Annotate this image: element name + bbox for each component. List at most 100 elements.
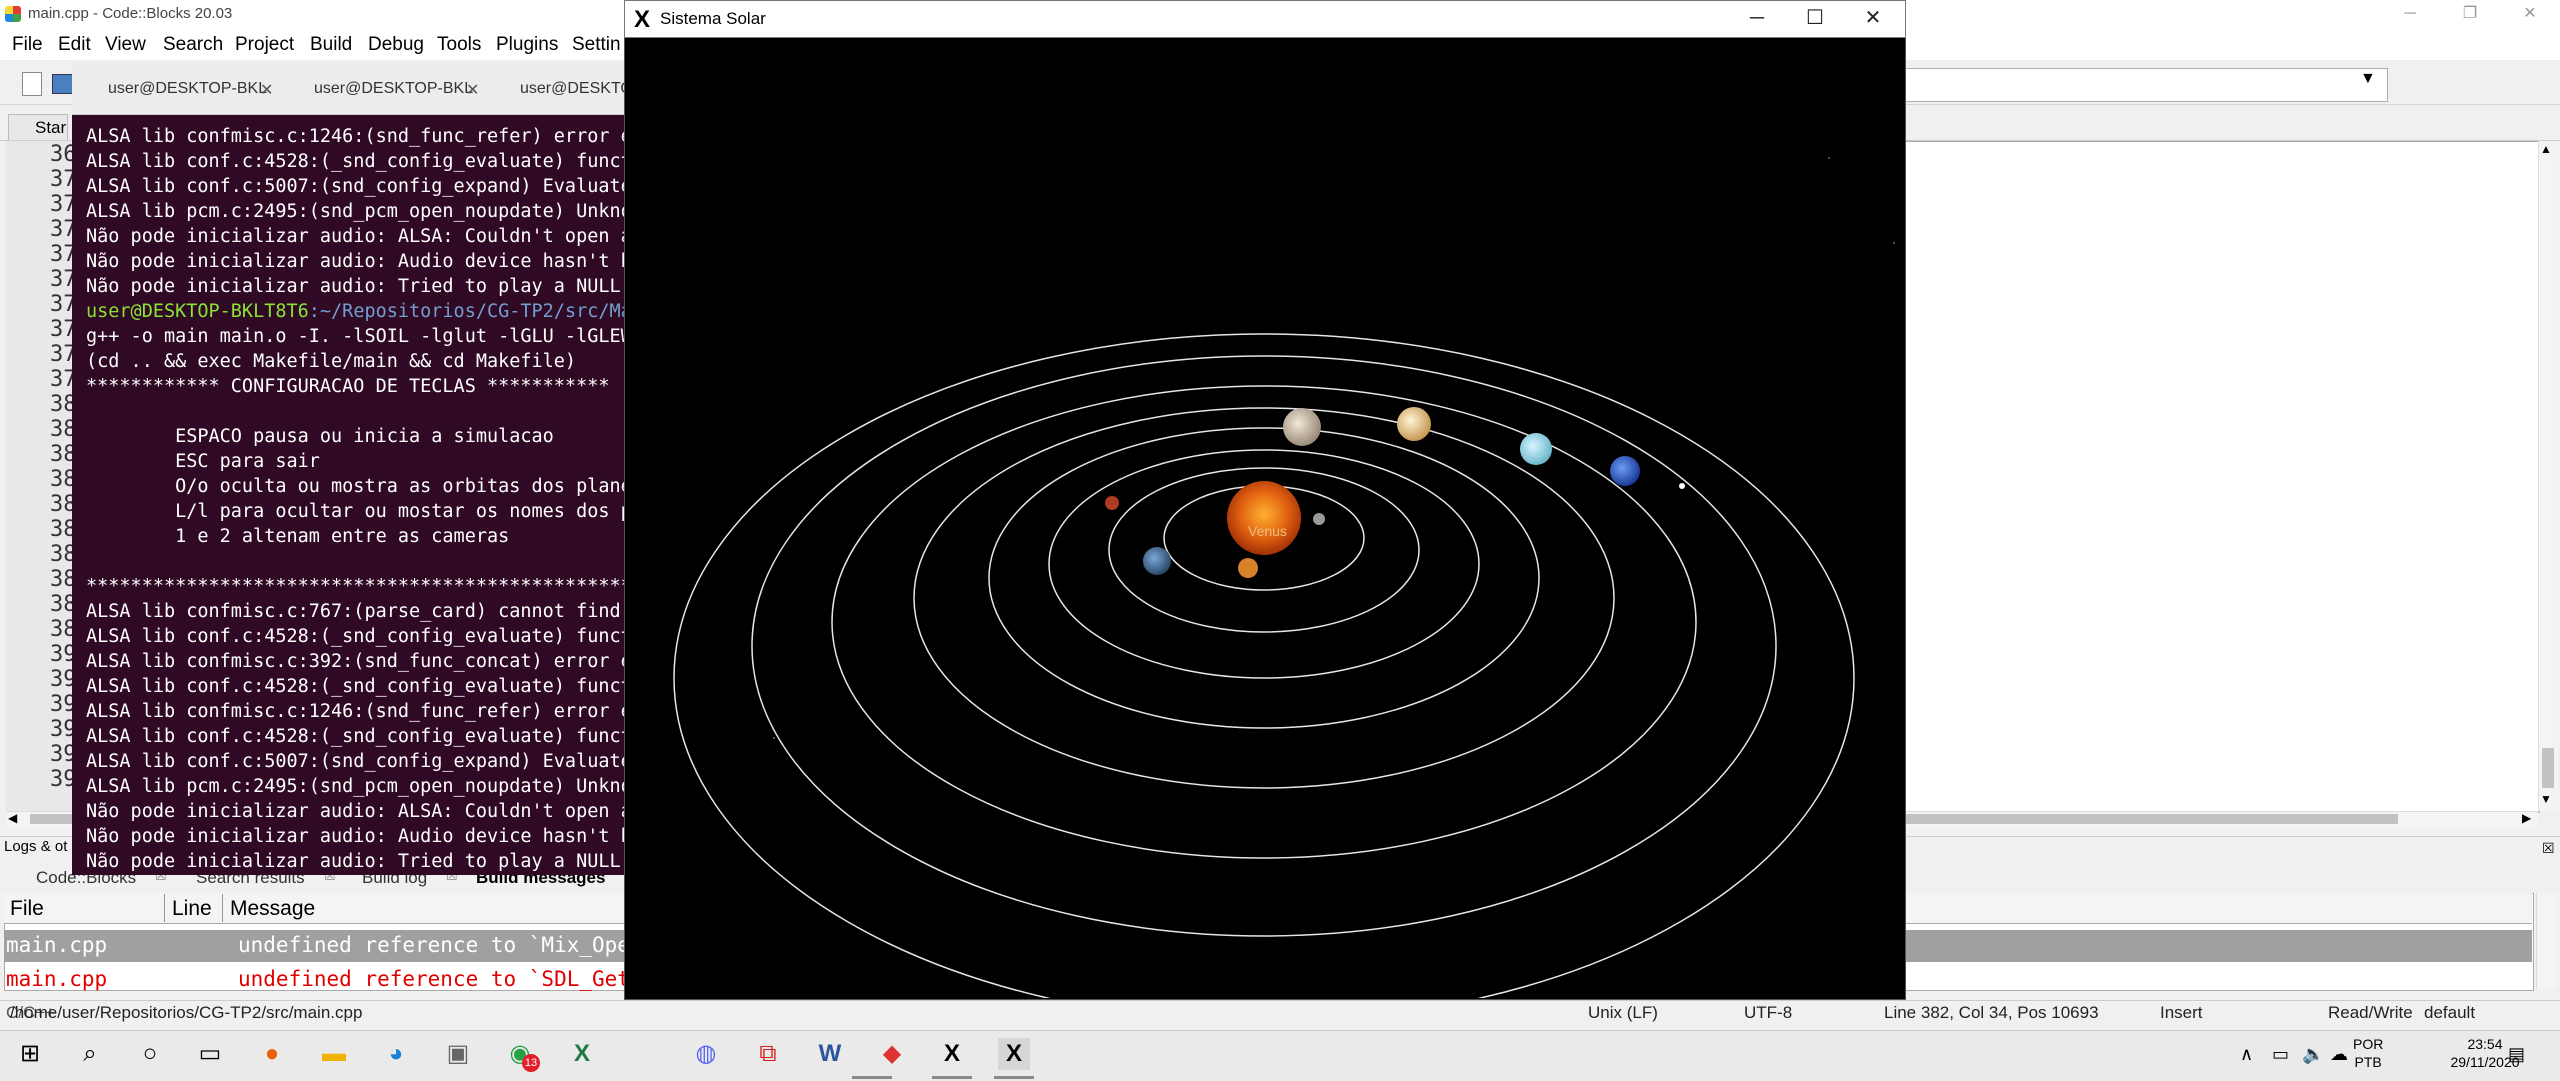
menu-settings[interactable]: Settin [572, 34, 621, 55]
scroll-left-icon[interactable]: ◀ [8, 811, 18, 825]
terminal-line: ALSA lib conf.c:4528:(_snd_config_evalua… [86, 626, 632, 647]
menu-edit[interactable]: Edit [58, 34, 91, 55]
tab-close-icon[interactable]: ☒ [446, 868, 458, 883]
scroll-right-icon[interactable]: ▶ [2522, 811, 2532, 825]
windows-start-icon[interactable]: ⊞ [19, 1040, 41, 1067]
menu-file[interactable]: File [12, 34, 43, 55]
menu-search[interactable]: Search [163, 34, 224, 55]
terminal-line: ALSA lib conf.c:4528:(_snd_config_evalua… [86, 151, 632, 172]
menu-debug[interactable]: Debug [368, 34, 424, 55]
close-icon[interactable]: ✕ [260, 82, 274, 99]
xserver-icon[interactable]: X [943, 1040, 960, 1067]
orbit-saturn [831, 385, 1697, 859]
codeblocks-taskbar-icon[interactable]: ◆ [882, 1040, 902, 1067]
terminal-line: ALSA lib confmisc.c:392:(snd_func_concat… [86, 651, 632, 672]
terminal-line: O/o oculta ou mostra as orbitas dos plan… [86, 476, 632, 497]
vertical-scroll-thumb[interactable] [2542, 748, 2554, 788]
xserver-icon-active[interactable]: X [998, 1038, 1030, 1070]
input-language[interactable]: POR PTB [2353, 1035, 2383, 1071]
status-bar [0, 1000, 2560, 1027]
terminal-window[interactable] [72, 62, 632, 875]
solar-system-canvas[interactable]: Venus [624, 38, 1904, 998]
new-file-icon[interactable] [22, 72, 42, 96]
orbit-venus [1108, 467, 1420, 633]
close-icon[interactable]: ✕ [466, 82, 480, 99]
terminal-line: g++ -o main main.o -I. -lSOIL -lglut -lG… [86, 326, 632, 347]
menu-plugins[interactable]: Plugins [496, 34, 559, 55]
terminal-tabs [72, 62, 632, 115]
excel-icon[interactable]: X [573, 1040, 590, 1067]
status-insert-mode: Insert [2160, 1003, 2203, 1022]
edge-icon[interactable]: ◕ [388, 1040, 404, 1067]
terminal-tab-3[interactable]: user@DESKTOP [520, 80, 644, 97]
minimize-icon[interactable]: ─ [1749, 7, 1765, 29]
discord-icon[interactable]: ◍ [695, 1040, 717, 1067]
terminal-tab-2[interactable]: user@DESKTOP-BKL [314, 80, 474, 97]
planet-earth [1143, 547, 1171, 575]
network-icon[interactable]: ▭ [2272, 1044, 2290, 1064]
codeblocks-logo-icon [5, 6, 21, 22]
tab-start-here[interactable]: Star [8, 114, 68, 140]
clock[interactable]: 23:54 29/11/2020 [2440, 1035, 2530, 1071]
terminal-tab-1[interactable]: user@DESKTOP-BKL [108, 80, 268, 97]
search-icon[interactable]: ⌕ [83, 1040, 97, 1067]
codeblocks-window-title: main.cpp - Code::Blocks 20.03 [28, 5, 233, 22]
close-icon[interactable]: ✕ [1864, 7, 1882, 29]
menu-tools[interactable]: Tools [437, 34, 482, 55]
orbit-neptune [673, 333, 1855, 998]
menu-view[interactable]: View [105, 34, 146, 55]
terminal-line: ESPACO pausa ou inicia a simulacao [86, 426, 554, 447]
terminal-line: Não pode inicializar audio: Tried to pla… [86, 851, 632, 872]
terminal-prompt: user@DESKTOP-BKLT8T6:~/Repositorios/CG-T… [86, 301, 632, 322]
task-view-icon[interactable]: ▭ [198, 1040, 222, 1067]
terminal-line: L/l para ocultar ou mostar os nomes dos … [86, 501, 632, 522]
prompt-user: user@DESKTOP-BKLT8T6 [86, 301, 309, 322]
terminal-line: Não pode inicializar audio: ALSA: Couldn… [86, 801, 632, 822]
photos-icon[interactable]: ▣ [446, 1040, 470, 1067]
status-cursor-position: Line 382, Col 34, Pos 10693 [1884, 1003, 2099, 1022]
log-file: main.cpp [6, 933, 108, 957]
firefox-icon[interactable]: ● [264, 1040, 280, 1067]
editor-vertical-scrollbar[interactable] [2538, 141, 2559, 811]
volume-icon[interactable]: 🔈 [2302, 1044, 2325, 1064]
tab-close-icon[interactable]: ☒ [155, 868, 167, 883]
cortana-icon[interactable]: ○ [142, 1040, 158, 1067]
planet-jupiter [1283, 408, 1321, 446]
maximize-icon[interactable]: ❐ [2462, 5, 2478, 22]
word-icon[interactable]: W [818, 1040, 842, 1067]
terminal-line: Não pode inicializar audio: ALSA: Couldn… [86, 226, 632, 247]
status-file-path: /home/user/Repositorios/CG-TP2/src/main.… [10, 1003, 363, 1022]
planet-pluto [1679, 483, 1685, 489]
planet-venus [1238, 558, 1258, 578]
status-encoding: UTF-8 [1744, 1003, 1793, 1022]
lang-code: POR [2353, 1036, 2384, 1052]
tray-chevron-up-icon[interactable]: ∧ [2240, 1044, 2254, 1064]
menu-build[interactable]: Build [310, 34, 353, 55]
build-target-select[interactable] [1900, 68, 2388, 102]
maximize-icon[interactable]: ☐ [1806, 7, 1824, 29]
notifications-icon[interactable]: ▤ [2508, 1044, 2526, 1064]
close-icon[interactable]: ✕ [2523, 5, 2537, 22]
orbit-mars [988, 427, 1540, 729]
file-explorer-icon[interactable]: ▬ [322, 1040, 346, 1067]
onedrive-icon[interactable]: ☁ [2330, 1044, 2348, 1064]
status-language: C/C++ [6, 1003, 56, 1022]
terminal-line: ALSA lib conf.c:5007:(snd_config_expand)… [86, 751, 632, 772]
logs-close-icon[interactable]: ☒ [2542, 840, 2555, 856]
planet-uranus [1520, 433, 1552, 465]
scroll-down-icon[interactable]: ▼ [2540, 792, 2552, 806]
logs-vertical-scrollbar[interactable] [2536, 893, 2557, 989]
menu-project[interactable]: Project [235, 34, 295, 55]
minimize-icon[interactable]: ─ [2404, 5, 2416, 22]
column-line[interactable]: Line [172, 897, 212, 920]
orbit-uranus [751, 355, 1777, 937]
tab-close-icon[interactable]: ☒ [324, 868, 336, 883]
pdf-reader-icon[interactable]: ⧉ [759, 1040, 777, 1067]
open-file-icon[interactable] [52, 74, 74, 94]
background-stars [773, 157, 1895, 739]
column-file[interactable]: File [10, 897, 44, 920]
column-message[interactable]: Message [230, 897, 316, 920]
scroll-up-icon[interactable]: ▲ [2540, 142, 2552, 156]
chevron-down-icon[interactable]: ▼ [2360, 70, 2376, 87]
prompt-path: :~/Repositorios/CG-TP2/src/Ma [308, 301, 632, 322]
